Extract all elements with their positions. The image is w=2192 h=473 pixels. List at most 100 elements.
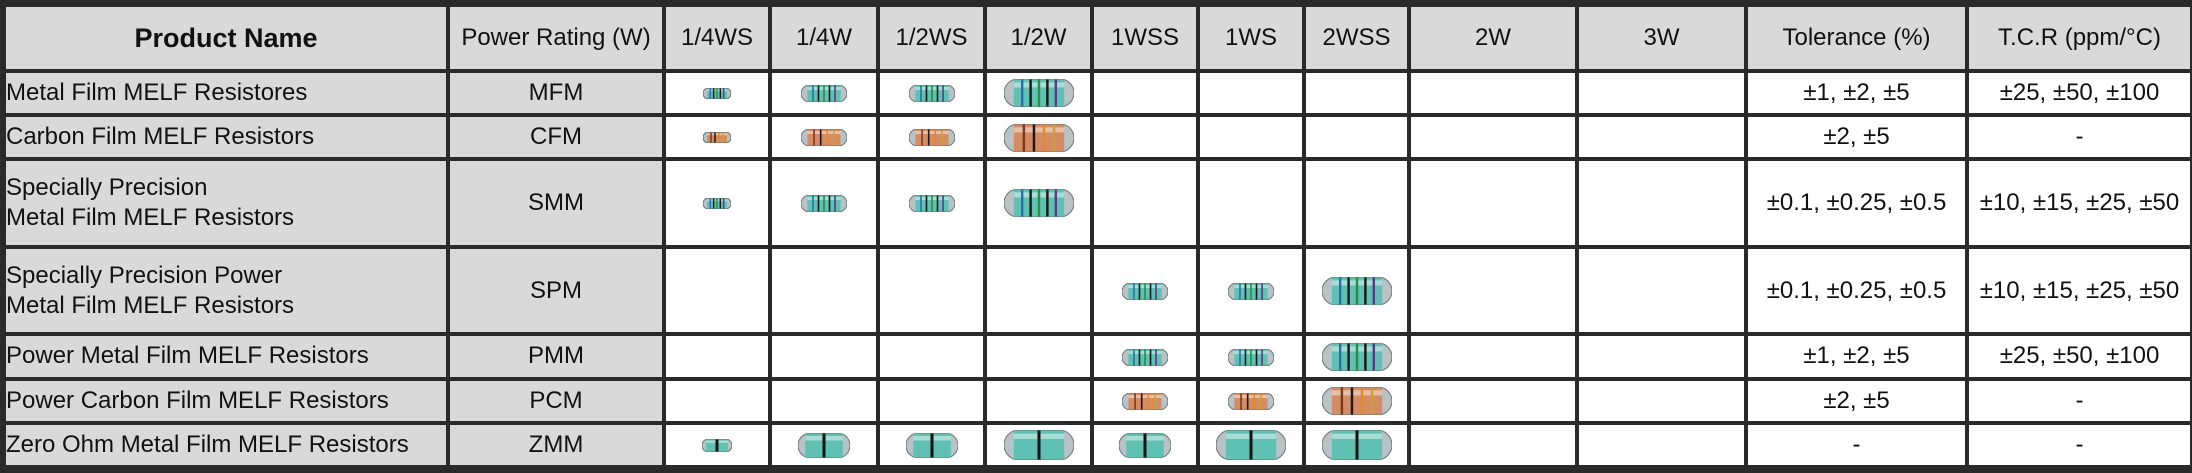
rating-cell bbox=[1411, 248, 1575, 333]
rating-cell bbox=[666, 336, 768, 377]
rating-cell bbox=[880, 380, 983, 421]
table-row: Power Carbon Film MELF Resistors PCM ±2, ±… bbox=[6, 380, 2190, 421]
product-name-line: Metal Film MELF Resistors bbox=[6, 204, 295, 232]
header-power-rating: Power Rating (W) bbox=[450, 7, 662, 69]
metal-resistor-icon bbox=[1003, 189, 1074, 218]
rating-cell bbox=[880, 248, 983, 333]
rating-cell bbox=[1411, 161, 1575, 245]
rating-cell bbox=[666, 380, 768, 421]
rating-cell bbox=[1411, 424, 1575, 465]
product-name-cell: Specially Precision Power Metal Film MELF… bbox=[6, 248, 446, 333]
rating-cell bbox=[772, 336, 876, 377]
header-rating-1-2w: 1/2W bbox=[987, 7, 1090, 69]
rating-cell bbox=[1094, 73, 1196, 114]
rating-cell bbox=[1094, 380, 1196, 421]
rating-cell bbox=[1411, 73, 1575, 114]
rating-cell bbox=[987, 424, 1090, 465]
rating-cell bbox=[1200, 380, 1302, 421]
product-name-cell: Carbon Film MELF Resistors bbox=[6, 117, 446, 158]
tolerance-cell: ±0.1, ±0.25, ±0.5 bbox=[1748, 161, 1965, 245]
tolerance-cell: ±2, ±5 bbox=[1748, 117, 1965, 158]
table-row: Specially Precision Power Metal Film MELF… bbox=[6, 248, 2190, 333]
product-name-line: Zero Ohm Metal Film MELF Resistors bbox=[6, 430, 409, 458]
rating-cell bbox=[1579, 248, 1744, 333]
product-code-cell: PCM bbox=[450, 380, 662, 421]
table-row: Power Metal Film MELF Resistors PMM ±1, ±2… bbox=[6, 336, 2190, 377]
rating-cell bbox=[1411, 117, 1575, 158]
metal-resistor-icon bbox=[1122, 348, 1168, 366]
product-name-line: Power Carbon Film MELF Resistors bbox=[6, 386, 389, 414]
rating-cell bbox=[1200, 161, 1302, 245]
rating-cell bbox=[987, 161, 1090, 245]
rating-cell bbox=[880, 161, 983, 245]
rating-cell bbox=[1579, 424, 1744, 465]
table-row: Specially Precision Metal Film MELF Resis… bbox=[6, 161, 2190, 245]
rating-cell bbox=[1200, 248, 1302, 333]
rating-cell bbox=[1579, 73, 1744, 114]
tcr-cell: - bbox=[1969, 424, 2190, 465]
rating-cell bbox=[1306, 248, 1407, 333]
rating-cell bbox=[1094, 117, 1196, 158]
rating-cell bbox=[1306, 161, 1407, 245]
rating-cell bbox=[1200, 424, 1302, 465]
product-code-cell: SPM bbox=[450, 248, 662, 333]
rating-cell bbox=[1579, 380, 1744, 421]
metal-resistor-icon bbox=[1321, 342, 1392, 371]
tcr-cell: - bbox=[1969, 117, 2190, 158]
rating-cell bbox=[1306, 117, 1407, 158]
tolerance-cell: ±1, ±2, ±5 bbox=[1748, 73, 1965, 114]
metal-resistor-icon bbox=[1003, 79, 1074, 108]
product-name-line: Metal Film MELF Resistores bbox=[6, 79, 308, 107]
rating-cell bbox=[880, 73, 983, 114]
rating-cell bbox=[987, 117, 1090, 158]
header-tolerance: Tolerance (%) bbox=[1748, 7, 1965, 69]
product-name-cell: Power Carbon Film MELF Resistors bbox=[6, 380, 446, 421]
zero-ohm-resistor-icon bbox=[1003, 429, 1074, 460]
rating-cell bbox=[880, 336, 983, 377]
carbon-resistor-icon bbox=[801, 129, 847, 147]
rating-cell bbox=[1094, 248, 1196, 333]
rating-cell bbox=[1200, 117, 1302, 158]
rating-cell bbox=[880, 117, 983, 158]
header-row: Product Name Power Rating (W) 1/4WS 1/4W… bbox=[6, 7, 2190, 69]
rating-cell bbox=[1306, 73, 1407, 114]
table-row: Metal Film MELF Resistores MFM ±1, ±2, ±5 ±… bbox=[6, 73, 2190, 114]
header-rating-3w: 3W bbox=[1579, 7, 1744, 69]
tolerance-cell: ±2, ±5 bbox=[1748, 380, 1965, 421]
tcr-cell: ±25, ±50, ±100 bbox=[1969, 336, 2190, 377]
tcr-cell: ±10, ±15, ±25, ±50 bbox=[1969, 248, 2190, 333]
rating-cell bbox=[772, 248, 876, 333]
rating-cell bbox=[1094, 161, 1196, 245]
rating-cell bbox=[666, 248, 768, 333]
melf-resistor-table: Product Name Power Rating (W) 1/4WS 1/4W… bbox=[2, 3, 2192, 469]
zero-ohm-resistor-icon bbox=[798, 433, 850, 459]
metal-resistor-icon bbox=[801, 85, 847, 103]
header-rating-1-4w: 1/4W bbox=[772, 7, 876, 69]
rating-cell bbox=[880, 424, 983, 465]
rating-cell bbox=[666, 117, 768, 158]
carbon-resistor-icon bbox=[703, 132, 731, 144]
carbon-resistor-icon bbox=[1321, 386, 1392, 415]
rating-cell bbox=[1579, 336, 1744, 377]
carbon-resistor-icon bbox=[908, 129, 955, 147]
zero-ohm-resistor-icon bbox=[905, 433, 958, 459]
rating-cell bbox=[987, 336, 1090, 377]
product-code-cell: PMM bbox=[450, 336, 662, 377]
rating-cell bbox=[987, 73, 1090, 114]
zero-ohm-resistor-icon bbox=[1119, 433, 1171, 459]
zero-ohm-resistor-icon bbox=[1216, 429, 1286, 460]
product-name-line: Specially Precision Power bbox=[6, 261, 283, 289]
product-code-cell: ZMM bbox=[450, 424, 662, 465]
rating-cell bbox=[1200, 73, 1302, 114]
rating-cell bbox=[772, 161, 876, 245]
product-name-cell: Power Metal Film MELF Resistors bbox=[6, 336, 446, 377]
product-name-line: Specially Precision bbox=[6, 174, 208, 202]
rating-cell bbox=[1579, 161, 1744, 245]
rating-cell bbox=[772, 424, 876, 465]
metal-resistor-icon bbox=[703, 88, 731, 100]
product-name-line: Metal Film MELF Resistors bbox=[6, 291, 295, 319]
rating-cell bbox=[1094, 336, 1196, 377]
rating-cell bbox=[1579, 117, 1744, 158]
table-row: Zero Ohm Metal Film MELF Resistors ZMM - - bbox=[6, 424, 2190, 465]
